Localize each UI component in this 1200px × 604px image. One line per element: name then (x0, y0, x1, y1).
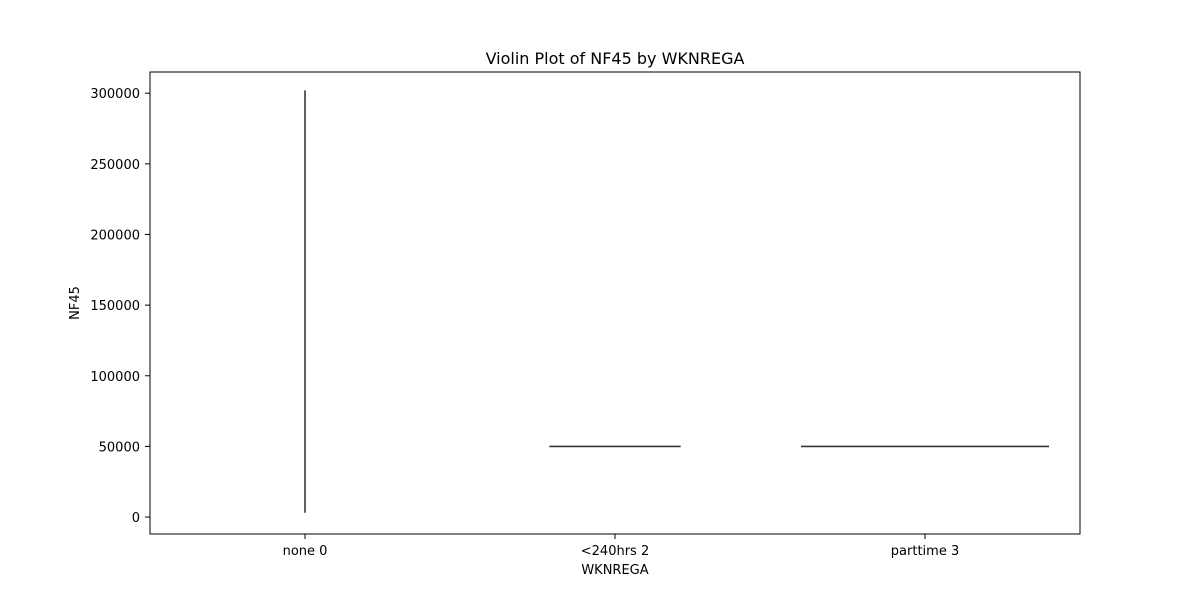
y-tick-label: 200000 (90, 228, 140, 243)
chart-title: Violin Plot of NF45 by WKNREGA (486, 49, 745, 68)
plot-frame (149, 71, 1081, 535)
y-tick-label: 300000 (90, 87, 140, 102)
x-tick-label: none 0 (283, 544, 328, 559)
y-axis: 0 50000 100000 150000 200000 250000 300000 (90, 87, 150, 526)
x-axis: none 0 <240hrs 2 parttime 3 (283, 534, 959, 559)
violin-series (304, 90, 1049, 513)
y-tick-label: 100000 (90, 370, 140, 385)
y-axis-label: NF45 (68, 286, 83, 320)
x-tick-label: parttime 3 (891, 544, 959, 559)
y-tick-label: 250000 (90, 158, 140, 173)
y-tick-label: 0 (132, 511, 140, 526)
x-tick-label: <240hrs 2 (581, 544, 649, 559)
y-tick-label: 150000 (90, 299, 140, 314)
y-tick-label: 50000 (99, 440, 140, 455)
x-axis-label: WKNREGA (581, 563, 648, 578)
